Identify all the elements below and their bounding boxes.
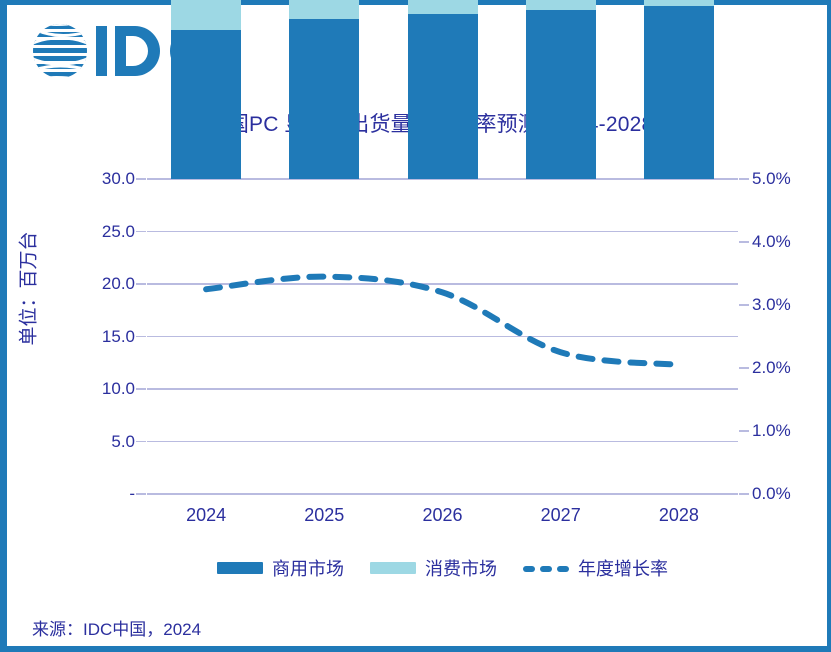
y2-axis-tick-label: 4.0% (752, 232, 791, 251)
axis-tick-left (136, 283, 146, 285)
gridline (147, 440, 738, 443)
x-axis-tick-label: 2028 (658, 505, 699, 525)
axis-tick-left (136, 178, 146, 180)
frame-border-right (827, 0, 831, 652)
axis-tick-left (136, 388, 146, 390)
x-axis-tick-label: 2027 (540, 505, 581, 525)
axis-tick-right (739, 304, 749, 306)
bar-segment-consumer[interactable] (289, 0, 360, 20)
bar-group[interactable] (289, 0, 360, 179)
left-axis-labels: 30.0 25.0 20.0 15.0 10.0 5.0 - (75, 169, 135, 503)
legend-dashed-line-icon (523, 562, 569, 574)
plot-area (136, 0, 749, 495)
axis-tick-right (739, 178, 749, 180)
bar-segment-commercial[interactable] (525, 9, 596, 179)
bar-segment-commercial[interactable] (171, 29, 242, 179)
y-axis-tick-label: - (129, 484, 135, 503)
y-axis-tick-label: 30.0 (101, 169, 135, 188)
growth-rate-path (203, 273, 682, 368)
legend-label: 年度增长率 (578, 559, 668, 579)
y2-axis-tick-label: 0.0% (752, 484, 791, 503)
y2-axis-tick-label: 2.0% (752, 358, 791, 377)
gridline (147, 335, 738, 338)
legend-item[interactable]: 商用市场 (217, 555, 344, 581)
y-axis-tick-label: 5.0 (111, 431, 135, 451)
axis-tick-left (136, 493, 146, 495)
axis-tick-left (136, 440, 146, 443)
legend-item[interactable]: 消费市场 (370, 555, 497, 581)
axis-tick-right (739, 493, 749, 495)
gridline (147, 178, 738, 180)
y2-axis-tick-label: 5.0% (752, 169, 791, 188)
axis-tick-right (739, 241, 749, 243)
bar-segment-commercial[interactable] (289, 19, 360, 179)
bar-group[interactable] (643, 0, 714, 179)
legend-label: 消费市场 (425, 559, 497, 579)
legend-swatch-icon (217, 562, 263, 574)
chart-legend: 商用市场 消费市场 年度增长率 (147, 552, 738, 584)
gridline (147, 230, 738, 233)
y-axis-title: 单位：百万台 (18, 231, 40, 346)
bar-segment-commercial[interactable] (643, 5, 714, 179)
bar-group[interactable] (407, 0, 478, 179)
bar-segment-consumer[interactable] (171, 0, 242, 30)
y-axis-tick-label: 15.0 (101, 326, 135, 346)
frame-border-bottom (0, 646, 831, 652)
bar-segment-consumer[interactable] (643, 0, 714, 6)
axis-tick-left (136, 335, 146, 338)
gridline (147, 283, 738, 285)
axis-tick-right (739, 430, 749, 432)
axis-tick-right (739, 367, 749, 369)
bar-group[interactable] (171, 0, 242, 179)
legend-label: 商用市场 (272, 559, 344, 579)
y-axis-tick-label: 10.0 (101, 379, 135, 398)
legend-swatch-icon (370, 562, 416, 574)
x-axis-tick-label: 2026 (422, 505, 463, 525)
frame-border-left (0, 0, 7, 652)
bar-segment-consumer[interactable] (407, 0, 478, 15)
x-axis-tick-label: 2025 (304, 505, 345, 525)
bar-group[interactable] (525, 0, 596, 179)
y-axis-tick-label: 25.0 (101, 221, 135, 241)
gridline (147, 388, 738, 390)
bar-segment-commercial[interactable] (407, 14, 478, 179)
axis-tick-left (136, 230, 146, 233)
source-note: 来源：IDC中国，2024 (32, 620, 202, 639)
right-axis-labels: 5.0% 4.0% 3.0% 2.0% 1.0% 0.0% (752, 169, 822, 503)
gridline (147, 493, 738, 495)
legend-item[interactable]: 年度增长率 (523, 555, 668, 581)
y2-axis-tick-label: 1.0% (752, 421, 791, 440)
bar-segment-consumer[interactable] (525, 0, 596, 10)
y-axis-tick-label: 20.0 (101, 274, 135, 293)
x-axis-labels: 2024 2025 2026 2027 2028 (147, 505, 738, 533)
x-axis-tick-label: 2024 (186, 505, 227, 525)
y2-axis-tick-label: 3.0% (752, 295, 791, 314)
